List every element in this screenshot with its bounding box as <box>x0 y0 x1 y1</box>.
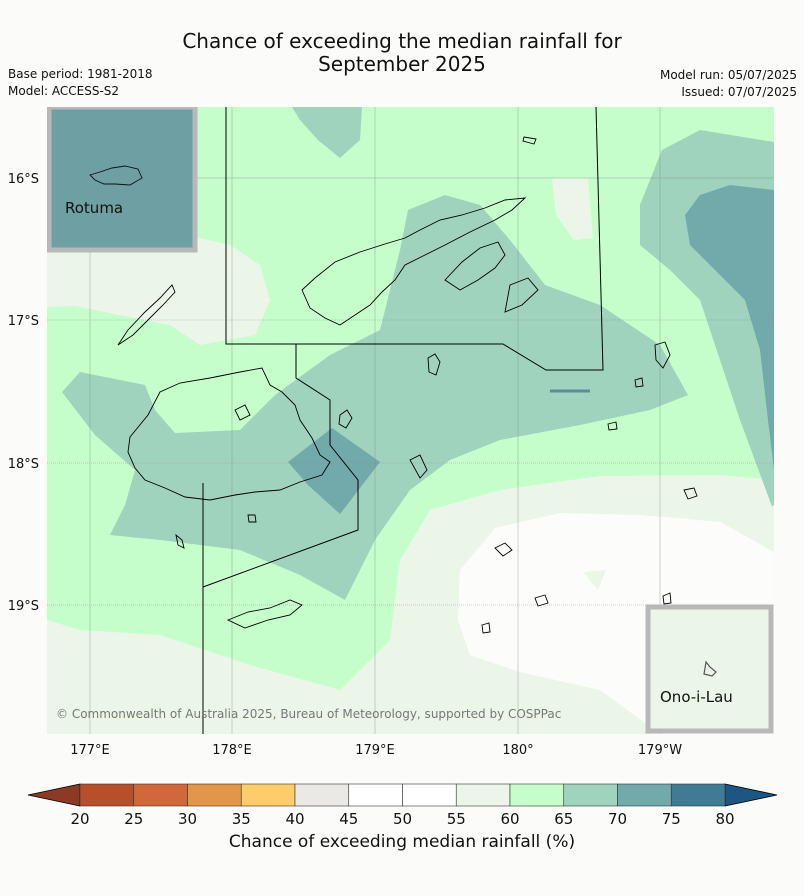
base-period: Base period: 1981-2018 <box>8 67 153 81</box>
colorbar-tick-label: 55 <box>447 810 466 828</box>
island-lau-1 <box>427 353 441 376</box>
island-lau-16 <box>522 136 537 145</box>
map-panel: Rotuma Ono-i-Lau © Commonwealth of Austr… <box>47 107 774 734</box>
lon-label-180: 180° <box>502 743 533 758</box>
colorbar-tick-label: 80 <box>715 810 734 828</box>
contour-55-60-north <box>552 178 593 240</box>
lat-label-19s: 19°S <box>8 599 39 614</box>
contour-65-70-north <box>292 107 362 158</box>
rotuma-label: Rotuma <box>65 199 123 217</box>
lon-labels: 177°E 178°E 179°E 180° 179°W <box>70 743 682 758</box>
inset-rotuma: Rotuma <box>47 107 198 253</box>
contour-70-75-centre <box>288 428 380 514</box>
colorbar-over-arrow <box>724 783 778 807</box>
colorbar-tick-label: 35 <box>232 810 251 828</box>
rotuma-island <box>89 165 143 186</box>
island-vanua-levu <box>301 197 527 326</box>
colorbar-under-arrow <box>27 783 81 807</box>
island-viti-levu <box>127 367 331 501</box>
contour-70-75-east <box>685 185 774 470</box>
map-title: Chance of exceeding the median rainfall … <box>0 30 804 76</box>
colorbar-tick-label: 40 <box>285 810 304 828</box>
colorbar-swatch <box>348 783 403 807</box>
meta-left: Base period: 1981-2018 Model: ACCESS-S2 <box>8 67 153 101</box>
island-taveuni <box>444 241 506 291</box>
island-lau-13 <box>234 404 251 421</box>
colorbar-tick-label: 70 <box>608 810 627 828</box>
colorbar-swatch <box>240 783 296 807</box>
lon-label-179w: 179°W <box>638 743 682 758</box>
island-kadavu <box>226 599 303 629</box>
islands <box>117 136 698 634</box>
colorbar-swatch <box>402 783 457 807</box>
island-lau-5 <box>654 341 671 369</box>
lat-label-16s: 16°S <box>8 172 39 187</box>
colorbar: 20 25 30 35 40 45 50 55 60 65 70 75 80 <box>27 783 778 828</box>
colorbar-swatch <box>617 783 672 807</box>
colorbar-tick-label: 65 <box>554 810 573 828</box>
model-name: Model: ACCESS-S2 <box>8 84 120 98</box>
colorbar-swatch <box>670 783 726 807</box>
boundary-lines <box>202 107 604 734</box>
colorbar-tick-label: 50 <box>393 810 412 828</box>
ono-i-lau-island <box>703 660 717 677</box>
ono-i-lau-label: Ono-i-Lau <box>660 688 733 706</box>
island-yasawa <box>117 284 176 346</box>
island-lau-12 <box>634 377 644 388</box>
lon-label-179e: 179°E <box>355 743 395 758</box>
lat-labels: 16°S 17°S 18°S 19°S <box>8 172 39 614</box>
lat-label-17s: 17°S <box>8 314 39 329</box>
colorbar-swatch <box>133 783 188 807</box>
colorbar-label: Chance of exceeding median rainfall (%) <box>228 832 576 852</box>
colorbar-tick-label: 20 <box>70 810 89 828</box>
colorbar-tick-label: 25 <box>124 810 143 828</box>
colorbar-tick-label: 45 <box>339 810 358 828</box>
island-lau-8 <box>534 594 549 607</box>
island-lau-14 <box>175 533 185 549</box>
colorbar-tick-label: 75 <box>662 810 681 828</box>
colorbar-tick-label: 30 <box>178 810 197 828</box>
issued-date: Issued: 07/07/2025 <box>681 85 797 99</box>
colorbar-swatch <box>294 783 350 807</box>
colorbar-swatch <box>509 783 565 807</box>
contour-55-60-sw <box>583 570 606 590</box>
lon-label-177e: 177°E <box>70 743 110 758</box>
island-lau-6 <box>683 487 698 500</box>
title-line-1: Chance of exceeding the median rainfall … <box>182 29 622 53</box>
island-lau-11 <box>607 421 618 431</box>
colorbar-swatch <box>187 783 242 807</box>
lat-label-18s: 18°S <box>8 457 39 472</box>
island-lau-9 <box>481 622 491 634</box>
meta-right: Model run: 05/07/2025 Issued: 07/07/2025 <box>660 68 797 102</box>
contour-55-60-east-edge <box>745 505 774 540</box>
island-lau-3 <box>409 454 428 479</box>
lon-label-178e: 178°E <box>212 743 252 758</box>
island-lau-15 <box>247 514 257 523</box>
colorbar-tick-label: 60 <box>500 810 519 828</box>
island-lau-7 <box>494 542 513 557</box>
island-lau-10 <box>662 592 672 605</box>
colorbar-swatch <box>79 783 135 807</box>
island-lau-2 <box>338 409 353 429</box>
model-run: Model run: 05/07/2025 <box>659 68 797 82</box>
copyright-text: © Commonwealth of Australia 2025, Bureau… <box>56 707 561 721</box>
island-lau-4 <box>504 277 539 313</box>
colorbar-swatch <box>455 783 511 807</box>
colorbar-swatch <box>563 783 618 807</box>
title-line-2: September 2025 <box>318 52 486 76</box>
inset-ono-i-lau: Ono-i-Lau <box>645 604 774 734</box>
